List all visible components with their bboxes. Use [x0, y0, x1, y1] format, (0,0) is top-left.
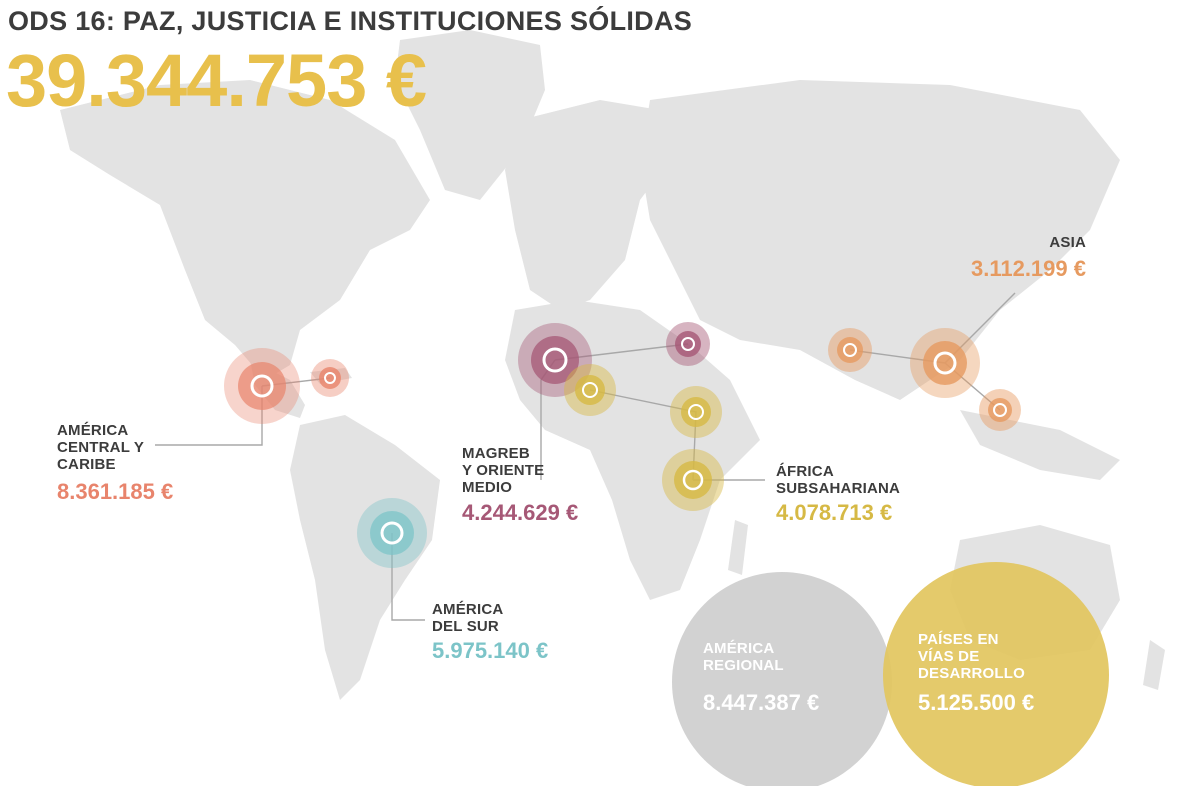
marker-america-sur[interactable] [357, 498, 427, 568]
connector-as-label [391, 533, 425, 621]
marker-america-central[interactable] [224, 348, 300, 424]
marker-oriente-medio[interactable] [666, 322, 710, 366]
label-america-regional: AMÉRICA REGIONAL [703, 640, 784, 674]
marker-asia-india[interactable] [828, 328, 872, 372]
label-africa: ÁFRICA SUBSAHARIANA [776, 463, 901, 497]
page-title: ODS 16: PAZ, JUSTICIA E INSTITUCIONES SÓ… [8, 6, 693, 36]
amount-america-regional: 8.447.387 € [703, 690, 820, 715]
label-magreb: MAGREB Y ORIENTE MEDIO [462, 445, 545, 496]
bubble-paises-desarrollo[interactable] [883, 562, 1109, 786]
amount-asia: 3.112.199 € [970, 256, 1086, 281]
map-landmasses [60, 30, 1165, 700]
marker-magreb[interactable] [518, 323, 592, 397]
marker-asia-main[interactable] [910, 328, 980, 398]
label-asia: ASIA [1049, 234, 1086, 251]
amount-africa: 4.078.713 € [776, 500, 893, 525]
amount-america-sur: 5.975.140 € [432, 638, 549, 663]
amount-paises-desarrollo: 5.125.500 € [918, 690, 1035, 715]
marker-caribe[interactable] [311, 359, 349, 397]
label-paises-desarrollo: PAÍSES EN VÍAS DE DESARROLLO [918, 631, 1025, 682]
bubble-america-regional[interactable] [672, 572, 892, 786]
marker-africa-south[interactable] [662, 449, 724, 511]
total-amount: 39.344.753 € [6, 39, 427, 122]
marker-africa-east[interactable] [670, 386, 722, 438]
label-america-central: AMÉRICA CENTRAL Y CARIBE [57, 422, 145, 473]
amount-magreb: 4.244.629 € [462, 500, 579, 525]
marker-africa-west[interactable] [564, 364, 616, 416]
label-america-sur: AMÉRICA DEL SUR [432, 601, 504, 635]
amount-america-central: 8.361.185 € [57, 479, 174, 504]
marker-asia-sea[interactable] [979, 389, 1021, 431]
